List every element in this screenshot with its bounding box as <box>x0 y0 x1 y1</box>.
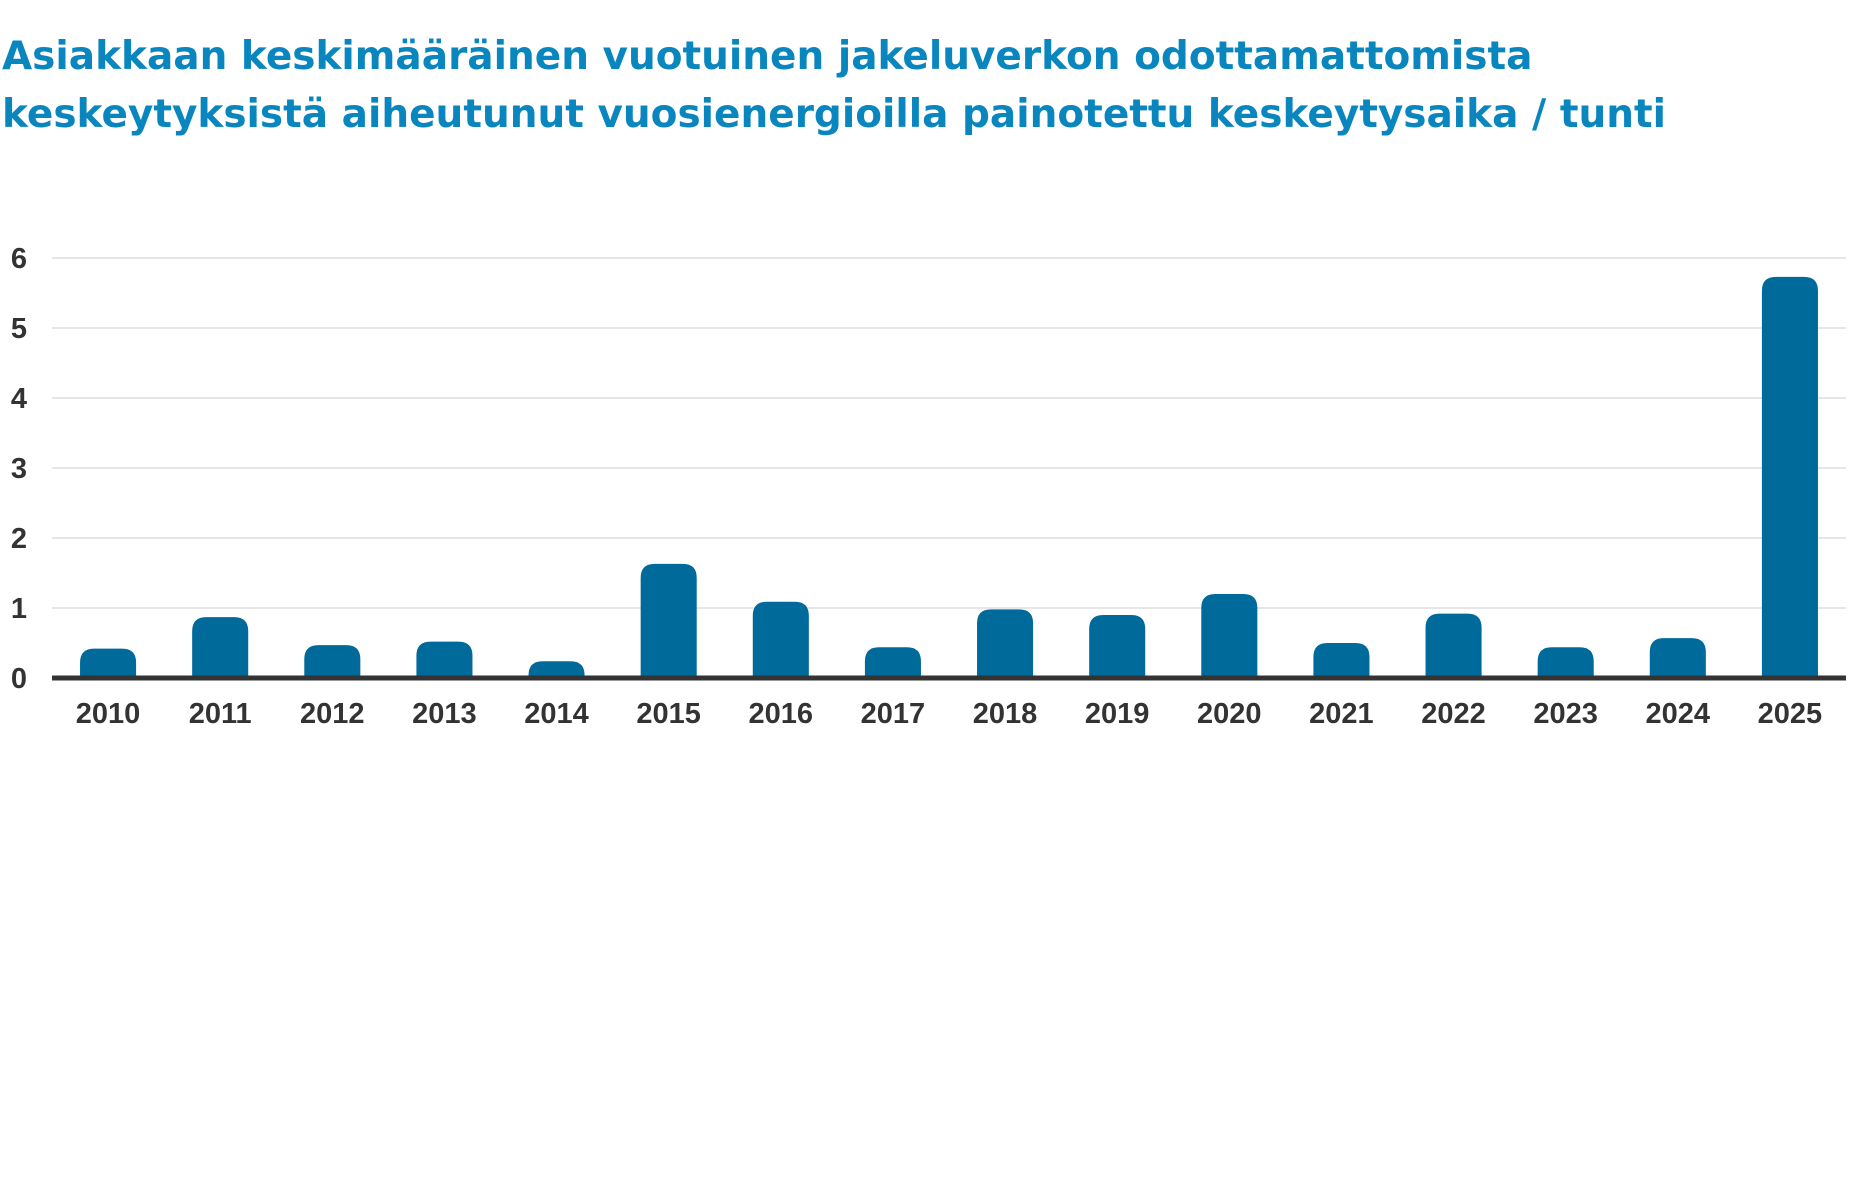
bar-2024 <box>1649 638 1706 678</box>
x-tick-label: 2010 <box>76 698 141 730</box>
y-tick-label: 0 <box>11 663 27 695</box>
chart-title-line-1: Asiakkaan keskimääräinen vuotuinen jakel… <box>2 34 1533 79</box>
x-tick-label: 2019 <box>1085 698 1150 730</box>
bar-2025 <box>1761 276 1818 678</box>
bar-2018 <box>977 609 1034 678</box>
y-tick-label: 2 <box>11 523 27 555</box>
bar-2021 <box>1313 643 1370 678</box>
y-tick-label: 6 <box>11 243 27 275</box>
x-tick-label: 2017 <box>861 698 926 730</box>
y-tick-label: 4 <box>11 383 27 415</box>
bar-2020 <box>1201 594 1258 678</box>
x-tick-label: 2018 <box>973 698 1038 730</box>
y-tick-label: 1 <box>11 593 27 625</box>
x-tick-label: 2023 <box>1533 698 1598 730</box>
x-tick-label: 2015 <box>636 698 701 730</box>
y-tick-label: 5 <box>11 313 27 345</box>
bar-2011 <box>192 617 249 678</box>
x-tick-label: 2020 <box>1197 698 1262 730</box>
x-tick-label: 2013 <box>412 698 477 730</box>
y-tick-label: 3 <box>11 453 27 485</box>
bar-2017 <box>864 647 921 678</box>
bar-2010 <box>80 648 137 678</box>
x-tick-label: 2012 <box>300 698 365 730</box>
bar-2015 <box>640 563 697 678</box>
x-tick-label: 2014 <box>524 698 589 730</box>
x-tick-label: 2025 <box>1758 698 1823 730</box>
bar-2019 <box>1089 615 1146 678</box>
x-tick-label: 2022 <box>1421 698 1486 730</box>
bar-2012 <box>304 645 361 678</box>
x-tick-label: 2016 <box>749 698 814 730</box>
bar-2016 <box>752 601 809 678</box>
x-tick-label: 2024 <box>1646 698 1711 730</box>
x-tick-label: 2011 <box>189 698 252 730</box>
bar-2013 <box>416 641 473 678</box>
chart-title: Asiakkaan keskimääräinen vuotuinen jakel… <box>2 28 1842 144</box>
x-tick-label: 2021 <box>1309 698 1374 730</box>
bar-2023 <box>1537 647 1594 678</box>
bar-2022 <box>1425 613 1482 678</box>
bar-2014 <box>528 661 585 678</box>
chart-title-line-2: keskeytyksistä aiheutunut vuosienergioil… <box>2 92 1667 137</box>
